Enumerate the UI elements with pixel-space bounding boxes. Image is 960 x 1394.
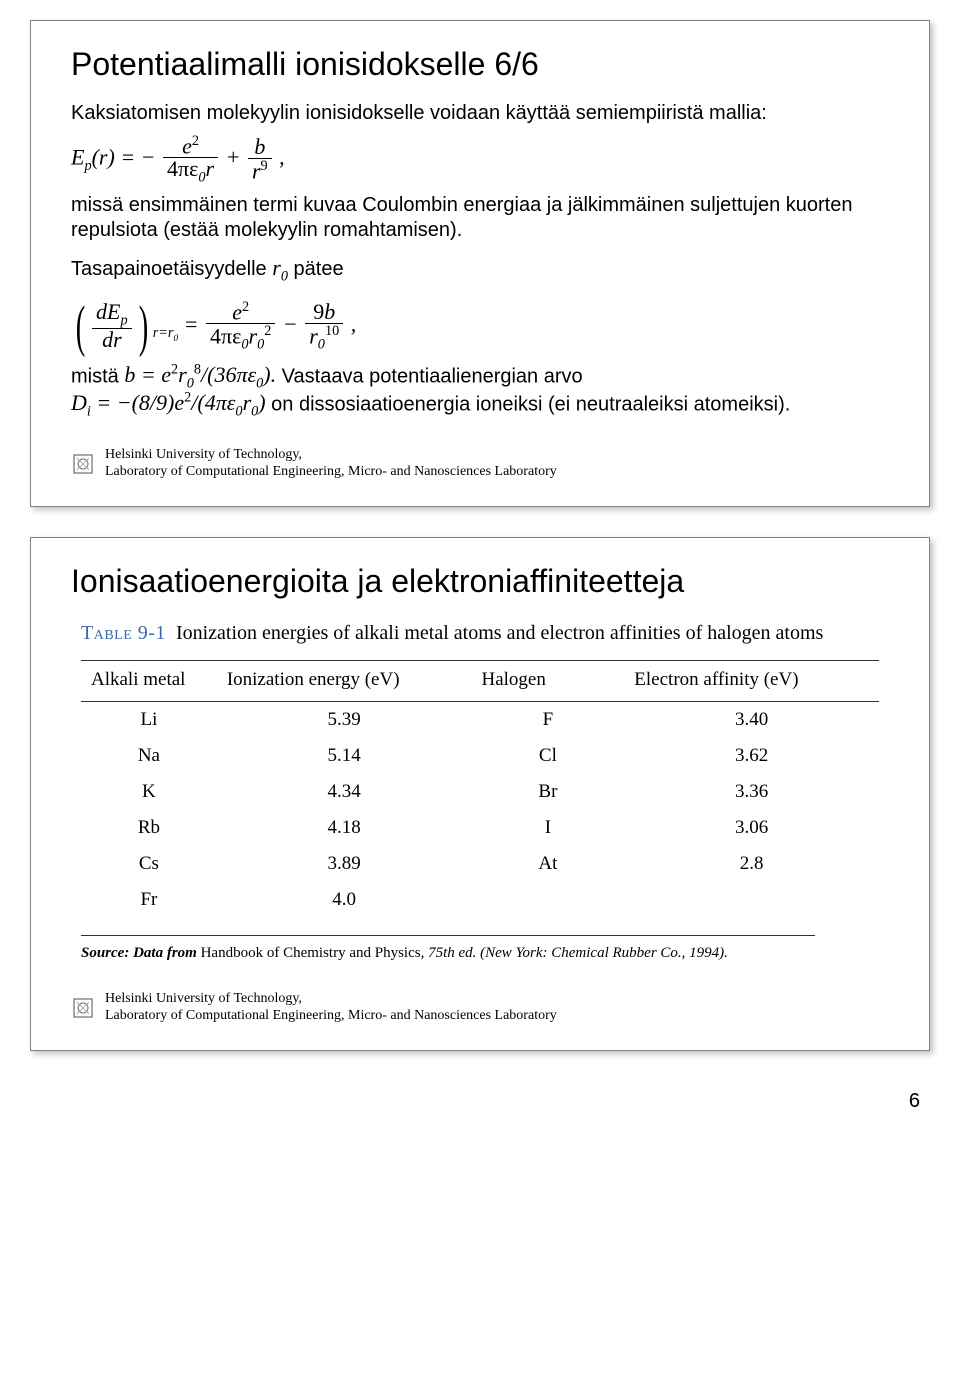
table-cell: Cl bbox=[472, 738, 625, 774]
table-cell: 3.89 bbox=[217, 846, 472, 882]
table-cell: At bbox=[472, 846, 625, 882]
table-cell: Li bbox=[81, 701, 217, 738]
slide-1-title: Potentiaalimalli ionisidokselle 6/6 bbox=[71, 46, 889, 83]
table-row: K4.34Br3.36 bbox=[81, 774, 879, 810]
p4-eq: b = e2r08/(36πε0). bbox=[124, 362, 276, 387]
table-cell: 3.06 bbox=[624, 810, 879, 846]
table-9-1: Table 9-1 Ionization energies of alkali … bbox=[81, 620, 879, 964]
footer-text-2: Helsinki University of Technology, Labor… bbox=[105, 991, 557, 1025]
footer-line-1: Helsinki University of Technology, bbox=[105, 447, 557, 464]
university-logo-icon bbox=[71, 996, 95, 1020]
table-source: Source: Data from Handbook of Chemistry … bbox=[81, 935, 815, 964]
slide-2-title: Ionisaatioenergioita ja elektroniaffinit… bbox=[71, 563, 889, 600]
col-ionization: Ionization energy (eV) bbox=[217, 660, 472, 701]
slide-1-paragraph-5: Di = −(8/9)e2/(4πε0r0) on dissosiaatioen… bbox=[71, 391, 889, 419]
table-cell: 4.0 bbox=[217, 882, 472, 925]
table-caption-text: Ionization energies of alkali metal atom… bbox=[176, 622, 823, 644]
table-cell: 5.39 bbox=[217, 701, 472, 738]
page: Potentiaalimalli ionisidokselle 6/6 Kaks… bbox=[0, 20, 960, 1121]
p4-pre: mistä bbox=[71, 365, 124, 387]
footer-line-2b: Laboratory of Computational Engineering,… bbox=[105, 1008, 557, 1025]
slide-1-paragraph-2: missä ensimmäinen termi kuvaa Coulombin … bbox=[71, 193, 889, 243]
footer-text-1: Helsinki University of Technology, Labor… bbox=[105, 447, 557, 481]
slide-1-footer: Helsinki University of Technology, Labor… bbox=[71, 447, 889, 481]
table-cell: 2.8 bbox=[624, 846, 879, 882]
footer-line-2: Laboratory of Computational Engineering,… bbox=[105, 464, 557, 481]
slide-1-paragraph-3: Tasapainoetäisyydelle r0 pätee bbox=[71, 257, 889, 284]
table-cell: Rb bbox=[81, 810, 217, 846]
slide-1-body: Kaksiatomisen molekyylin ionisidokselle … bbox=[71, 101, 889, 419]
university-logo-icon bbox=[71, 452, 95, 476]
slide-2-footer: Helsinki University of Technology, Labor… bbox=[71, 991, 889, 1025]
table-row: Rb4.18I3.06 bbox=[81, 810, 879, 846]
table-cell bbox=[472, 882, 625, 925]
source-italic: 75th ed. (New York: Chemical Rubber Co.,… bbox=[428, 945, 728, 961]
col-alkali-metal: Alkali metal bbox=[81, 660, 217, 701]
equation-ep: Ep(r) = − e24πε0r + br9 , bbox=[71, 134, 889, 185]
table-row: Fr4.0 bbox=[81, 882, 879, 925]
table-cell: 5.14 bbox=[217, 738, 472, 774]
data-table: Alkali metal Ionization energy (eV) Halo… bbox=[81, 660, 879, 925]
p3-post: pätee bbox=[288, 258, 344, 280]
table-row: Cs3.89At2.8 bbox=[81, 846, 879, 882]
table-cell: K bbox=[81, 774, 217, 810]
source-label: Source: Data from bbox=[81, 945, 201, 961]
slide-2: Ionisaatioenergioita ja elektroniaffinit… bbox=[30, 537, 930, 1051]
table-row: Li5.39F3.40 bbox=[81, 701, 879, 738]
source-text: Handbook of Chemistry and Physics, bbox=[201, 945, 428, 961]
table-header-row: Alkali metal Ionization energy (eV) Halo… bbox=[81, 660, 879, 701]
table-cell: 3.36 bbox=[624, 774, 879, 810]
slide-1-paragraph-1: Kaksiatomisen molekyylin ionisidokselle … bbox=[71, 101, 889, 126]
table-row: Na5.14Cl3.62 bbox=[81, 738, 879, 774]
table-cell: Na bbox=[81, 738, 217, 774]
table-caption: Table 9-1 Ionization energies of alkali … bbox=[81, 620, 879, 646]
slide-1-paragraph-4: mistä b = e2r08/(36πε0). Vastaava potent… bbox=[71, 363, 889, 391]
table-cell: Fr bbox=[81, 882, 217, 925]
p5-eq: Di = −(8/9)e2/(4πε0r0) bbox=[71, 390, 266, 415]
table-cell: Br bbox=[472, 774, 625, 810]
footer-line-1b: Helsinki University of Technology, bbox=[105, 991, 557, 1008]
table-cell: F bbox=[472, 701, 625, 738]
table-cell: 3.40 bbox=[624, 701, 879, 738]
equation-derivative: (dEpdr)r=r0 = e24πε0r02 − 9br010 , bbox=[71, 298, 889, 355]
table-body: Li5.39F3.40Na5.14Cl3.62K4.34Br3.36Rb4.18… bbox=[81, 701, 879, 925]
col-halogen: Halogen bbox=[472, 660, 625, 701]
slide-1: Potentiaalimalli ionisidokselle 6/6 Kaks… bbox=[30, 20, 930, 507]
p4-post: Vastaava potentiaalienergian arvo bbox=[276, 365, 583, 387]
page-number: 6 bbox=[909, 1090, 920, 1113]
p3-var: r0 bbox=[272, 255, 288, 280]
col-affinity: Electron affinity (eV) bbox=[624, 660, 879, 701]
table-cell: 4.18 bbox=[217, 810, 472, 846]
p5-post: on dissosiaatioenergia ioneiksi (ei neut… bbox=[266, 393, 791, 415]
p3-pre: Tasapainoetäisyydelle bbox=[71, 258, 272, 280]
table-cell: 4.34 bbox=[217, 774, 472, 810]
table-cell: Cs bbox=[81, 846, 217, 882]
table-number: Table 9-1 bbox=[81, 622, 166, 644]
table-cell: I bbox=[472, 810, 625, 846]
table-cell: 3.62 bbox=[624, 738, 879, 774]
table-cell bbox=[624, 882, 879, 925]
